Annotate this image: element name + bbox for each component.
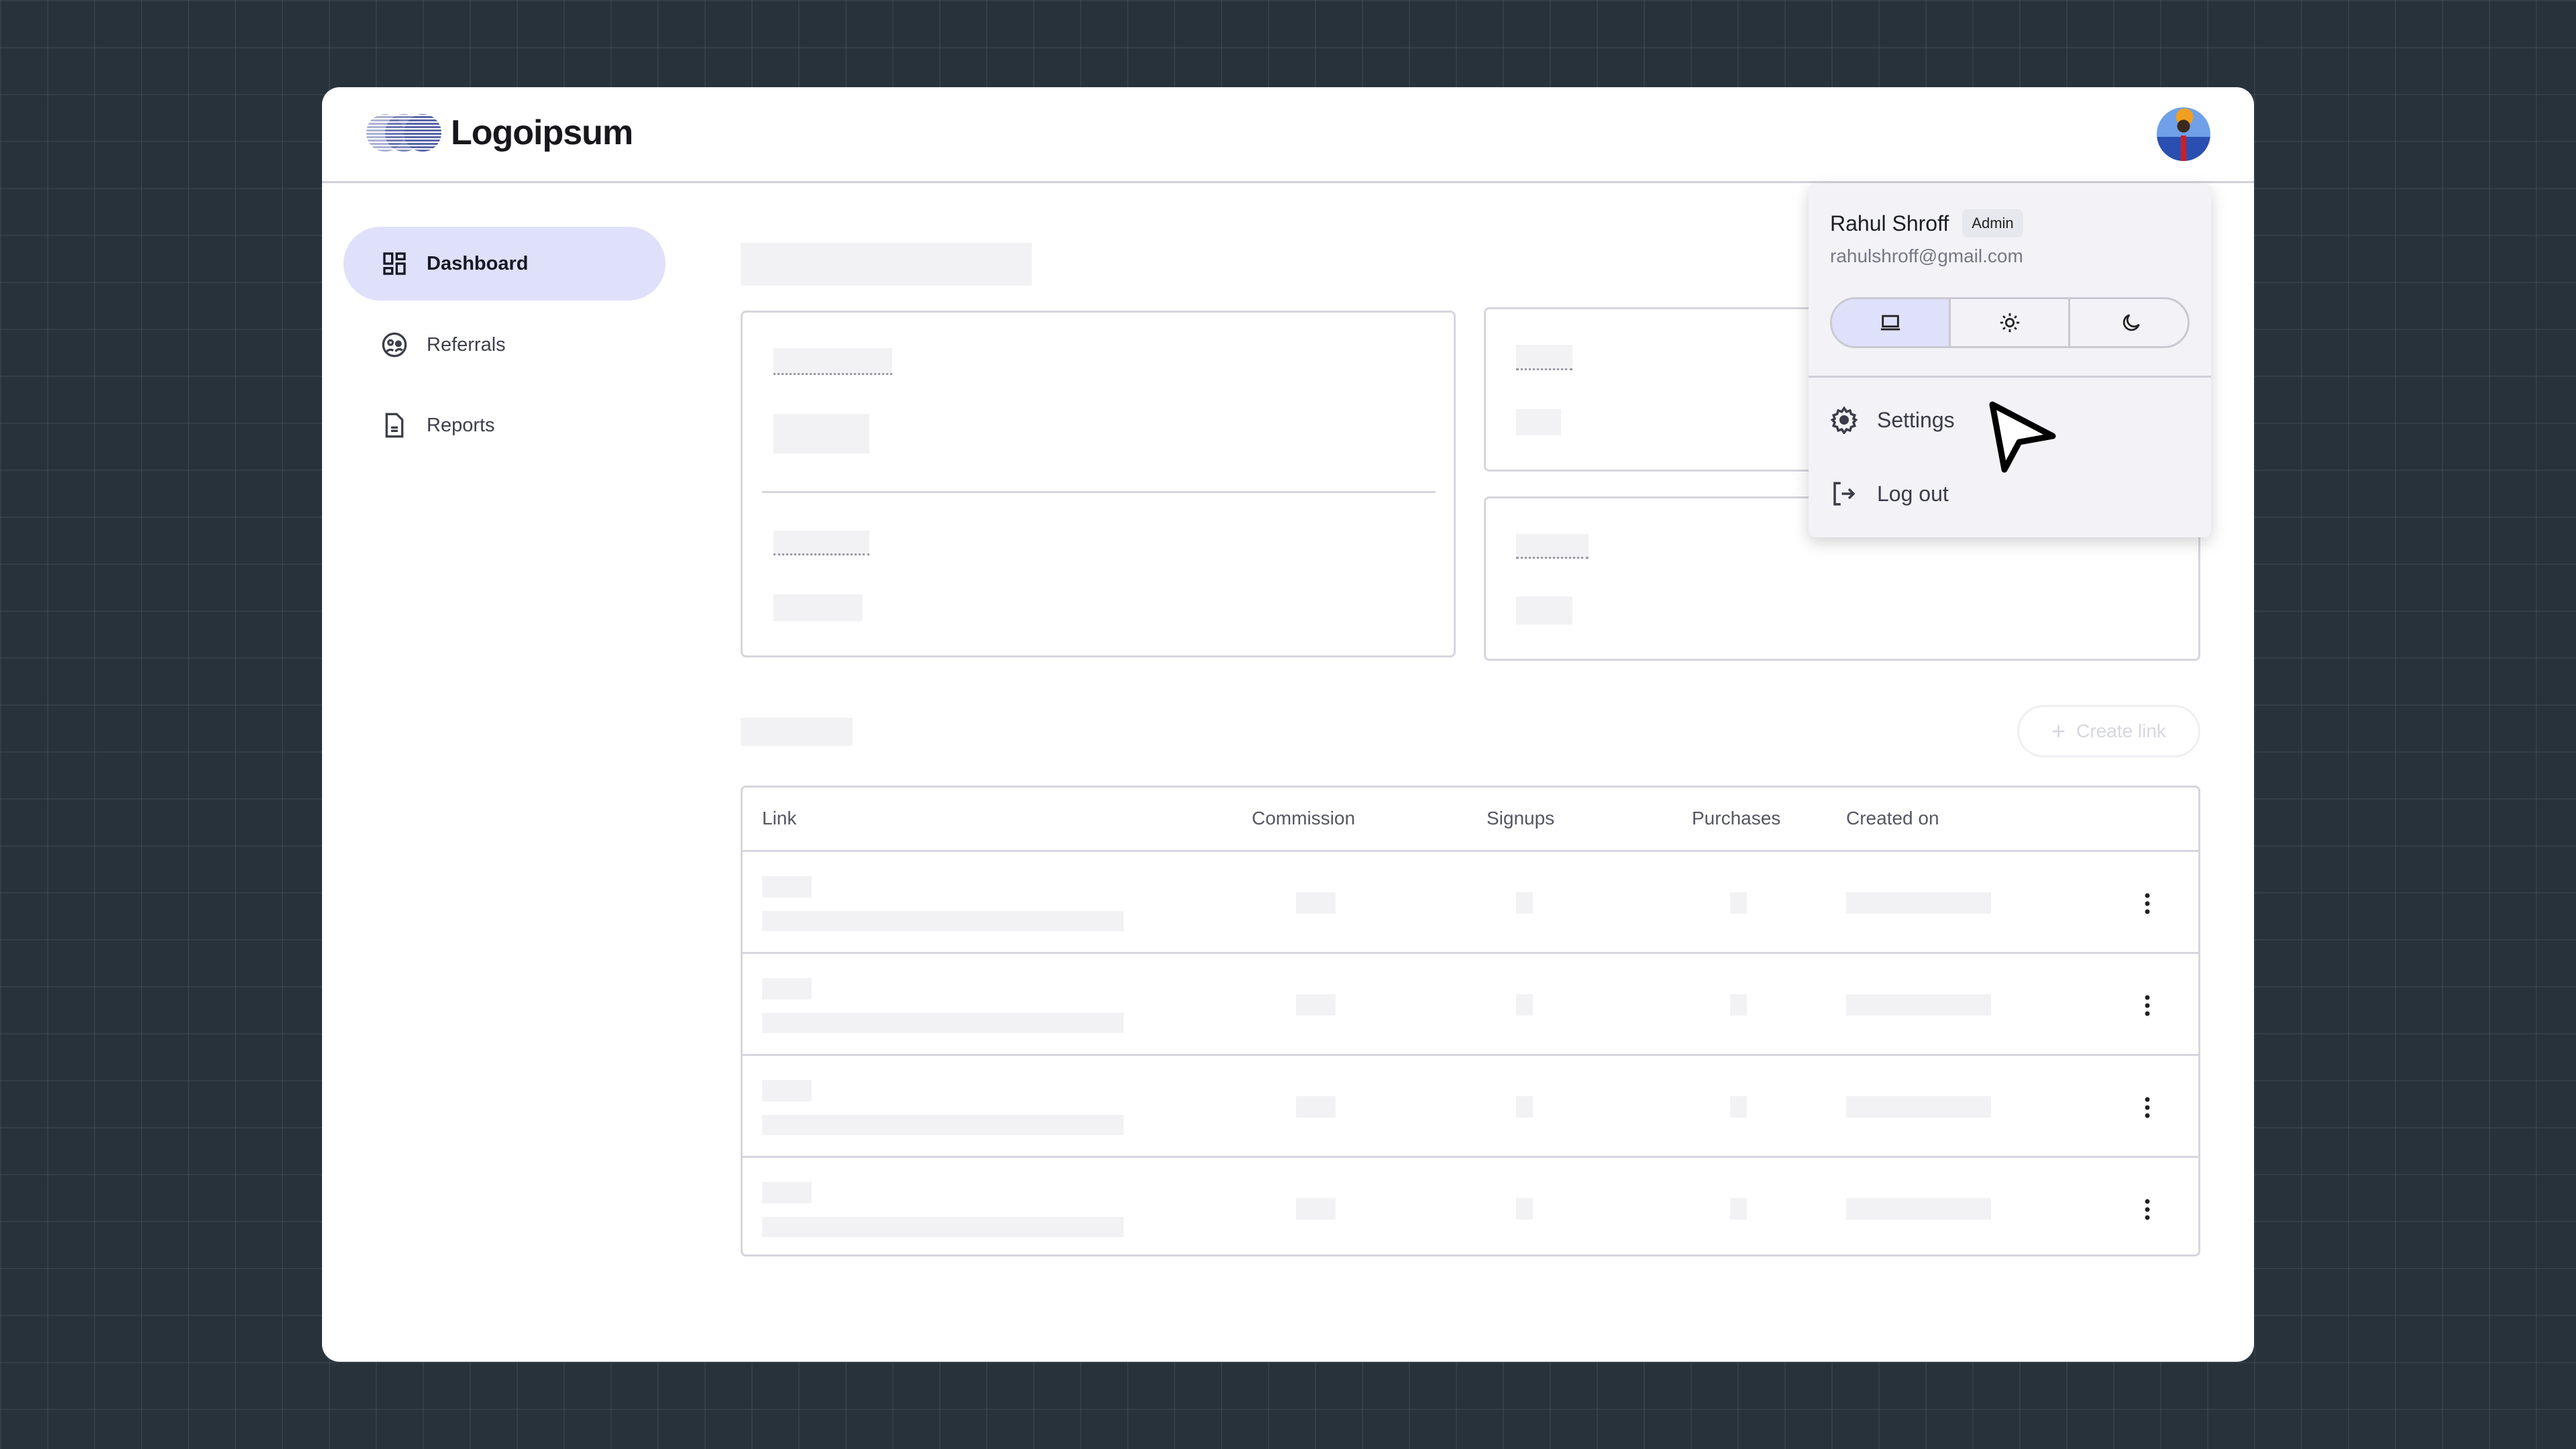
logo-mark-icon [366,114,441,152]
user-email: rahulshroff@gmail.com [1830,246,2023,266]
purchases-skeleton [1730,1198,1747,1220]
menu-divider [1809,376,2211,378]
create-link-label: Create link [2076,720,2166,741]
purchases-skeleton [1730,892,1747,914]
stat-label-skeleton [1516,345,1572,370]
purchases-skeleton [1730,994,1747,1016]
user-name: Rahul Shroff [1830,211,1949,235]
link-url-skeleton [762,1217,1124,1237]
table-row[interactable] [743,1054,2198,1156]
dashboard-icon [383,252,406,275]
stat-value-skeleton [773,414,869,453]
stat-label-skeleton [1516,534,1589,559]
laptop-icon [1880,315,1900,331]
column-header-commission: Commission [1252,808,1356,828]
mouse-cursor-icon [1989,401,2056,473]
signups-skeleton [1516,1198,1533,1220]
commission-skeleton [1296,1198,1336,1220]
commission-skeleton [1296,1096,1336,1118]
signups-skeleton [1516,1096,1533,1118]
sidebar-item-referrals[interactable]: Referrals [343,308,665,382]
column-header-created-on: Created on [1846,808,1939,828]
header-divider [322,181,2254,183]
moon-icon [2123,314,2140,331]
logo-text: Logoipsum [451,113,633,152]
link-url-skeleton [762,1115,1124,1135]
user-menu-dropdown: Rahul Shroff Admin rahulshroff@gmail.com… [1809,184,2211,537]
theme-system-button[interactable] [1832,299,1951,346]
stat-label-skeleton [773,348,892,375]
avatar-tie [2181,136,2186,161]
user-avatar[interactable] [2157,107,2210,161]
created-on-skeleton [1846,1198,1991,1220]
link-name-skeleton [762,876,812,898]
document-icon [385,413,404,438]
purchases-skeleton [1730,1096,1747,1118]
referrals-icon [382,332,407,358]
link-url-skeleton [762,911,1124,931]
row-actions-kebab-icon[interactable] [2143,892,2151,915]
theme-toggle [1830,297,2190,348]
column-header-signups: Signups [1487,808,1555,828]
table-row[interactable] [743,850,2198,952]
logo[interactable]: Logoipsum [365,113,633,153]
stat-value-skeleton [773,594,863,621]
menu-item-logout[interactable]: Log out [1830,480,1949,508]
theme-dark-button[interactable] [2070,299,2188,346]
signups-skeleton [1516,892,1533,914]
sidebar-item-label: Referrals [427,333,506,356]
sidebar-item-label: Reports [427,414,495,436]
page-title-skeleton [741,243,1032,286]
plus-icon: + [2051,717,2066,745]
stat-value-skeleton [1516,409,1561,435]
theme-light-button[interactable] [1951,299,2070,346]
table-row[interactable] [743,952,2198,1054]
link-name-skeleton [762,978,812,1000]
link-name-skeleton [762,1080,812,1102]
stat-label-skeleton [773,531,869,555]
row-actions-kebab-icon[interactable] [2143,1198,2151,1221]
link-name-skeleton [762,1182,812,1203]
section-title-skeleton [741,718,853,746]
created-on-skeleton [1846,1096,1991,1118]
created-on-skeleton [1846,994,1991,1016]
menu-item-label: Log out [1877,481,1949,506]
card-divider [762,491,1436,493]
menu-item-settings[interactable]: Settings [1830,406,1955,434]
sidebar-item-label: Dashboard [427,252,529,274]
column-header-link: Link [762,808,797,828]
stat-value-skeleton [1516,596,1572,625]
link-url-skeleton [762,1013,1124,1033]
sun-icon [2000,313,2019,333]
table-row[interactable] [743,1156,2198,1254]
app-window: Logoipsum Dashboard Referrals Reports + … [322,87,2254,1362]
row-actions-kebab-icon[interactable] [2143,1096,2151,1119]
sidebar-item-reports[interactable]: Reports [343,388,665,462]
stats-card-large [741,311,1456,657]
commission-skeleton [1296,994,1336,1016]
row-actions-kebab-icon[interactable] [2143,994,2151,1017]
column-header-purchases: Purchases [1692,808,1781,828]
logout-icon [1833,482,1856,506]
sidebar-item-dashboard[interactable]: Dashboard [343,227,665,301]
table-header: Link Commission Signups Purchases Create… [743,788,2198,850]
menu-item-label: Settings [1877,407,1955,432]
created-on-skeleton [1846,892,1991,914]
gear-icon [1830,406,1858,434]
signups-skeleton [1516,994,1533,1016]
links-table: Link Commission Signups Purchases Create… [741,786,2200,1256]
create-link-button[interactable]: + Create link [2017,705,2200,757]
commission-skeleton [1296,892,1336,914]
role-badge: Admin [1962,209,2023,237]
